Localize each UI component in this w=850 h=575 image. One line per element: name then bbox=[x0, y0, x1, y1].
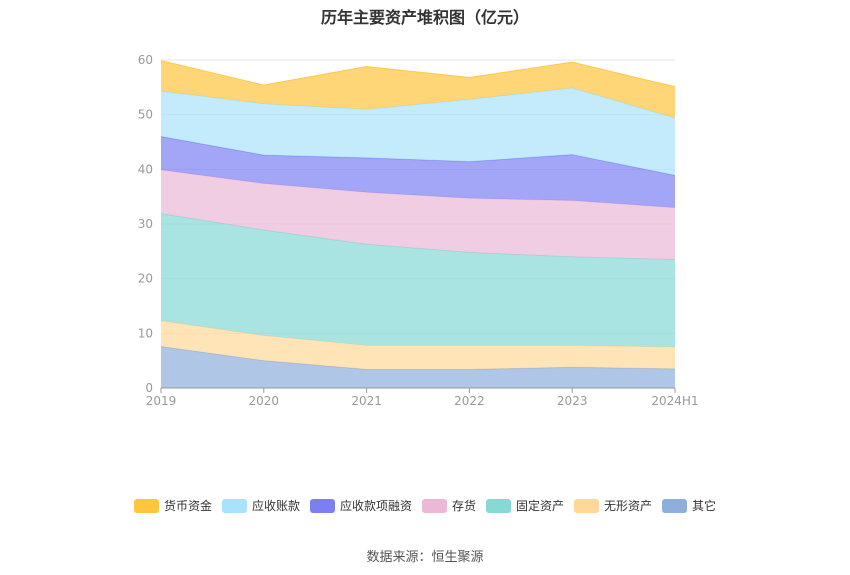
legend: 货币资金 应收账款 应收款项融资 存货 固定资产 无形资产 其它 bbox=[0, 497, 850, 514]
x-tick-label: 2024H1 bbox=[651, 394, 698, 408]
legend-label: 无形资产 bbox=[604, 499, 653, 513]
source-note: 数据来源：恒生聚源 bbox=[366, 550, 484, 565]
legend-item[interactable]: 无形资产 bbox=[574, 497, 652, 514]
legend-item[interactable]: 固定资产 bbox=[486, 497, 564, 514]
legend-swatch bbox=[574, 498, 600, 513]
y-tick-label: 50 bbox=[138, 108, 153, 122]
y-tick-label: 0 bbox=[145, 381, 153, 395]
axes: 0 10 20 30 40 50 60 2019 2020 2021 2022 2023 2024H1 bbox=[138, 53, 699, 408]
legend-swatch bbox=[133, 498, 159, 513]
area-2 bbox=[161, 213, 675, 347]
area-1 bbox=[161, 320, 675, 370]
area-6 bbox=[161, 60, 675, 118]
area-5 bbox=[161, 87, 675, 176]
legend-item[interactable]: 应收账款 bbox=[221, 497, 300, 514]
legend-item[interactable]: 应收款项融资 bbox=[309, 497, 412, 514]
y-tick-label: 60 bbox=[138, 53, 153, 67]
x-tick-label: 2022 bbox=[454, 394, 485, 408]
area-line-2 bbox=[160, 213, 676, 261]
legend-label: 存货 bbox=[451, 499, 476, 513]
y-tick-label: 20 bbox=[138, 272, 153, 286]
x-tick-label: 2023 bbox=[557, 394, 588, 408]
legend-label: 固定资产 bbox=[516, 499, 565, 513]
area-4 bbox=[161, 136, 675, 208]
legend-swatch bbox=[421, 498, 447, 513]
y-tick-label: 10 bbox=[138, 326, 153, 340]
area-series bbox=[160, 60, 676, 388]
legend-label: 货币资金 bbox=[163, 499, 212, 513]
legend-item[interactable]: 其它 bbox=[662, 497, 716, 514]
legend-swatch bbox=[662, 498, 688, 513]
area-line-6 bbox=[160, 60, 676, 88]
legend-item[interactable]: 存货 bbox=[421, 497, 476, 514]
area-3 bbox=[161, 169, 675, 260]
y-tick-label: 30 bbox=[138, 217, 153, 231]
legend-label: 应收款项融资 bbox=[339, 499, 412, 513]
x-tick-label: 2019 bbox=[146, 394, 177, 408]
y-tick-label: 40 bbox=[138, 162, 153, 176]
legend-swatch bbox=[486, 498, 511, 513]
legend-item[interactable]: 货币资金 bbox=[133, 497, 212, 514]
x-tick-label: 2020 bbox=[249, 394, 280, 408]
legend-label: 其它 bbox=[692, 499, 717, 513]
x-tick-label: 2021 bbox=[351, 394, 382, 408]
legend-swatch bbox=[309, 498, 335, 513]
area-0 bbox=[161, 346, 675, 388]
chart-title: 历年主要资产堆积图（亿元） bbox=[320, 8, 529, 27]
legend-swatch bbox=[221, 498, 247, 513]
legend-label: 应收账款 bbox=[251, 499, 300, 513]
